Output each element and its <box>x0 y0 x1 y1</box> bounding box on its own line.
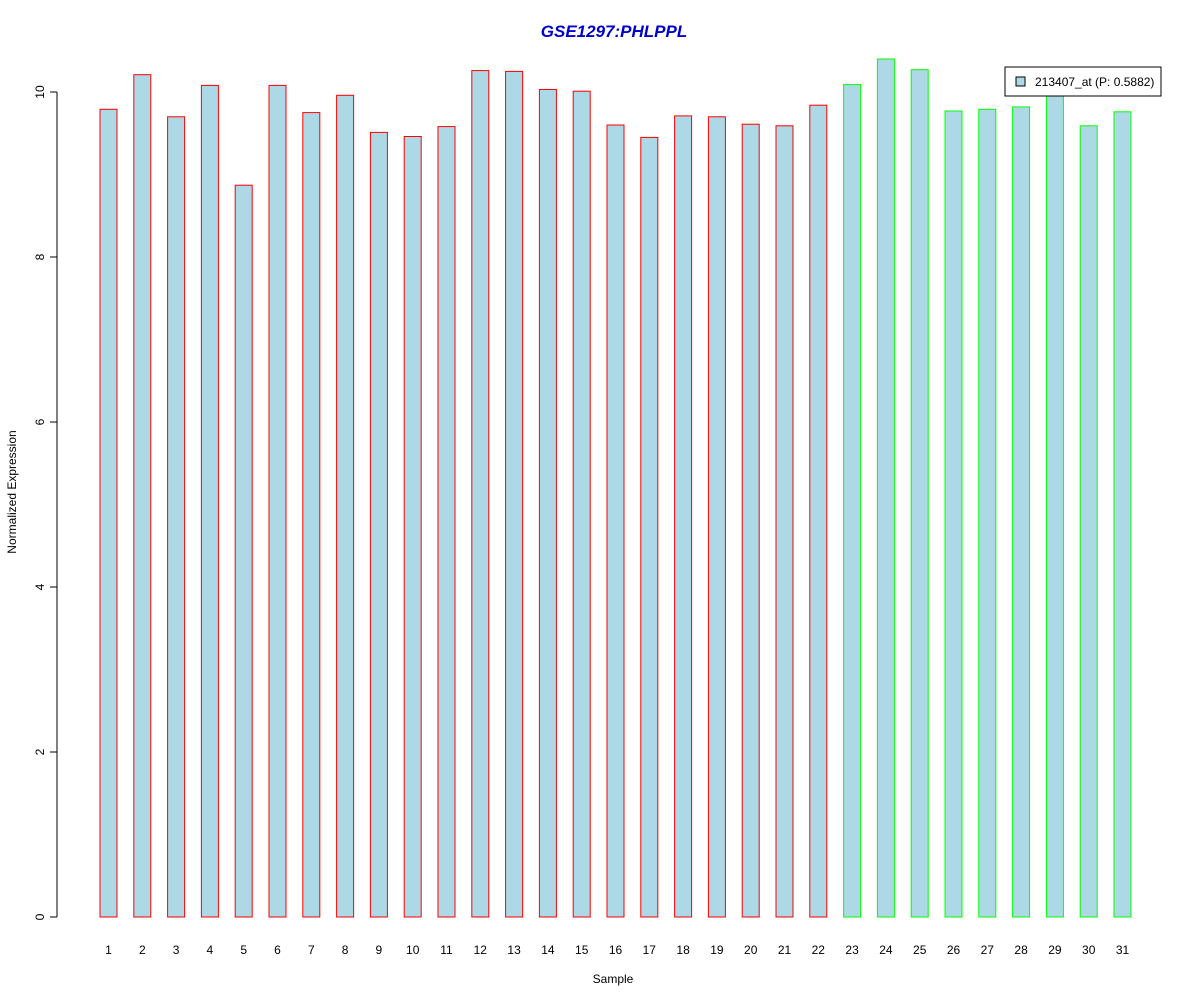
bar-sample-8 <box>336 94 355 918</box>
bar-sample-3 <box>167 116 186 918</box>
x-tick-label: 5 <box>240 943 247 957</box>
y-tick-label: 8 <box>33 253 47 260</box>
x-tick-label: 9 <box>376 943 383 957</box>
bars <box>99 58 1132 918</box>
x-tick-label: 18 <box>676 943 690 957</box>
bar-sample-15 <box>572 90 591 918</box>
x-tick-label: 16 <box>609 943 623 957</box>
x-tick-label: 7 <box>308 943 315 957</box>
bar-sample-29 <box>1045 92 1064 918</box>
bar-sample-7 <box>302 112 321 918</box>
bar-sample-10 <box>403 136 422 918</box>
bar-sample-21 <box>775 125 794 918</box>
x-tick-label: 4 <box>207 943 214 957</box>
bar-sample-31 <box>1113 111 1132 918</box>
bar-sample-16 <box>606 124 625 918</box>
bar-sample-28 <box>1012 106 1031 918</box>
x-tick-label: 27 <box>981 943 995 957</box>
x-tick-label: 25 <box>913 943 927 957</box>
y-axis-label: Normalized Expression <box>5 430 19 553</box>
x-axis-label: Sample <box>593 972 634 986</box>
x-tick-label: 2 <box>139 943 146 957</box>
bar-sample-11 <box>437 126 456 918</box>
bar-sample-5 <box>234 184 253 918</box>
legend: 213407_at (P: 0.5882) <box>1004 66 1162 97</box>
bar-sample-1 <box>99 108 118 918</box>
x-tick-label: 6 <box>274 943 281 957</box>
y-tick-label: 10 <box>33 85 47 99</box>
y-tick-label: 2 <box>33 748 47 755</box>
bar-sample-18 <box>674 115 693 918</box>
bar-sample-19 <box>707 116 726 918</box>
bar-sample-6 <box>268 84 287 918</box>
bar-sample-26 <box>944 110 963 918</box>
bar-sample-20 <box>741 123 760 918</box>
legend-box <box>1004 66 1162 97</box>
bar-sample-9 <box>369 131 388 918</box>
x-tick-label: 13 <box>507 943 521 957</box>
x-tick-label: 20 <box>744 943 758 957</box>
bar-sample-25 <box>910 69 929 918</box>
x-tick-label: 28 <box>1014 943 1028 957</box>
bar-sample-23 <box>843 84 862 918</box>
y-tick-label: 4 <box>33 583 47 590</box>
chart-title: GSE1297:PHLPPL <box>541 22 687 41</box>
x-tick-label: 17 <box>643 943 657 957</box>
x-tick-label: 14 <box>541 943 555 957</box>
legend-label: 213407_at (P: 0.5882) <box>1035 75 1154 89</box>
x-tick-label: 31 <box>1116 943 1130 957</box>
bar-sample-22 <box>809 104 828 918</box>
x-tick-label: 23 <box>845 943 859 957</box>
x-tick-label: 22 <box>812 943 826 957</box>
bar-sample-12 <box>471 70 490 918</box>
x-tick-label: 29 <box>1048 943 1062 957</box>
x-tick-label: 15 <box>575 943 589 957</box>
x-tick-label: 24 <box>879 943 893 957</box>
x-tick-label: 12 <box>474 943 488 957</box>
legend-swatch <box>1015 76 1026 87</box>
x-tick-label: 8 <box>342 943 349 957</box>
bar-sample-27 <box>978 108 997 918</box>
bar-sample-4 <box>200 84 219 918</box>
bar-sample-14 <box>538 89 557 918</box>
bar-sample-24 <box>876 58 895 918</box>
bar-sample-30 <box>1079 125 1098 918</box>
x-tick-label: 26 <box>947 943 961 957</box>
x-tick-labels: 1 2 3 4 5 6 7 8 9 10 11 12 13 14 15 16 17 18 19 20 21 22 23 24 2… <box>105 943 1129 957</box>
x-tick-label: 30 <box>1082 943 1096 957</box>
y-axis: 0 2 4 6 8 10 <box>33 85 58 920</box>
y-tick-label: 0 <box>33 913 47 920</box>
bar-sample-13 <box>505 70 524 918</box>
x-tick-label: 19 <box>710 943 724 957</box>
bar-sample-2 <box>133 74 152 918</box>
x-tick-label: 1 <box>105 943 112 957</box>
y-tick-label: 6 <box>33 418 47 425</box>
x-tick-label: 11 <box>440 943 453 957</box>
x-tick-label: 21 <box>778 943 792 957</box>
x-tick-label: 10 <box>406 943 420 957</box>
x-tick-label: 3 <box>173 943 180 957</box>
bar-sample-17 <box>640 136 659 918</box>
